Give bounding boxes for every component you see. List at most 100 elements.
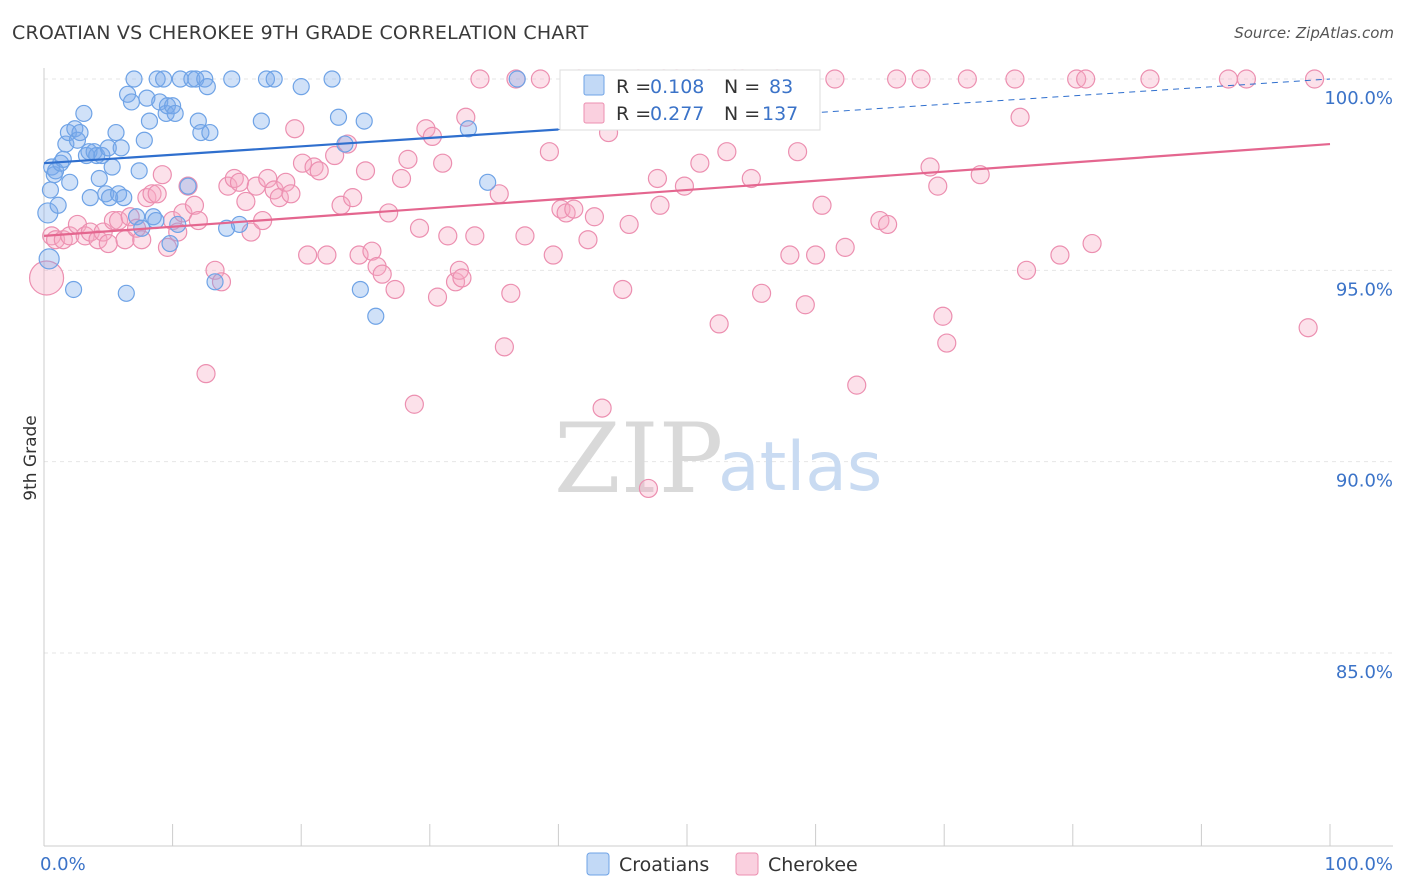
croatians-point <box>223 70 241 88</box>
cherokee-point <box>717 142 737 162</box>
croatians-point <box>130 162 148 180</box>
croatians-points <box>37 70 526 325</box>
croatians-point <box>81 189 99 207</box>
croatians-point <box>54 150 72 168</box>
x-tick-label: 100.0% <box>1324 854 1393 875</box>
cherokee-point <box>674 176 695 196</box>
cherokee-point <box>1005 69 1025 89</box>
cherokee-point <box>229 172 250 192</box>
cherokee-point <box>391 168 412 189</box>
cherokee-point <box>433 153 453 173</box>
croatians-point <box>206 273 224 291</box>
croatians-point <box>201 123 219 142</box>
croatians-point <box>252 112 270 130</box>
legend-n-value-croatians: 83 <box>769 76 793 98</box>
cherokee-point <box>647 168 668 189</box>
cherokee-point <box>427 287 448 307</box>
croatians-point <box>292 78 310 96</box>
cherokee-point <box>224 168 244 189</box>
cherokee-point <box>465 226 485 246</box>
croatians-point <box>100 189 119 207</box>
croatians-trend-line <box>43 128 559 165</box>
croatians-point <box>459 120 477 138</box>
cherokee-point <box>709 314 729 334</box>
cherokee-point <box>60 226 80 246</box>
croatians-point <box>479 173 497 191</box>
croatians-point <box>117 284 135 302</box>
y-tick-label: 100.0% <box>1324 88 1393 109</box>
legend-swatch-croatians <box>583 74 605 96</box>
cherokee-point <box>741 168 761 189</box>
cherokee-point <box>304 157 324 177</box>
cherokee-point <box>120 207 140 227</box>
cherokee-point <box>1304 69 1325 89</box>
cherokee-point <box>584 207 605 227</box>
croatians-point <box>323 70 341 88</box>
croatians-point <box>107 123 125 142</box>
croatians-point <box>183 70 201 88</box>
cherokee-point <box>362 241 382 261</box>
cherokee-point <box>1010 107 1030 127</box>
cherokee-point <box>539 142 559 162</box>
croatians-point <box>99 139 117 157</box>
cherokee-point <box>211 272 232 292</box>
croatians-point <box>367 307 385 325</box>
legend-r-label-croatians: R = <box>616 76 651 98</box>
cherokee-point <box>355 161 376 181</box>
croatians-trend-extension <box>558 78 1331 131</box>
croatians-point <box>147 211 165 230</box>
cherokee-point <box>343 188 363 208</box>
cherokee-point <box>1082 233 1102 254</box>
cherokee-point <box>292 153 313 173</box>
croatians-point <box>122 93 141 111</box>
cherokee-point <box>281 184 301 204</box>
cherokee-point <box>911 69 931 89</box>
cherokee-point <box>456 107 476 127</box>
cherokee-point <box>276 172 296 192</box>
bottom-legend-label-croatians: Croatians <box>619 854 709 876</box>
gridlines <box>44 78 1393 654</box>
bottom-legend-label-cherokee: Cherokee <box>768 854 858 876</box>
cherokee-trend-line <box>43 142 1331 237</box>
cherokee-point <box>751 283 772 303</box>
cherokee-point <box>285 119 305 139</box>
croatians-point <box>49 196 67 214</box>
cherokee-point <box>325 145 345 166</box>
cherokee-point <box>184 195 205 215</box>
cherokee-point <box>178 176 198 196</box>
cherokee-point <box>188 210 208 231</box>
cherokee-point <box>638 478 659 499</box>
x-tick-labels: 0.0% 100.0% <box>40 854 1393 875</box>
cherokee-point <box>690 153 710 173</box>
cherokee-point <box>795 295 815 315</box>
croatians-point <box>75 104 93 123</box>
cherokee-point <box>878 214 898 235</box>
cherokee-point <box>592 398 612 418</box>
cherokee-point <box>404 394 424 414</box>
legend-swatch-cherokee <box>583 102 605 124</box>
cherokee-point <box>933 306 953 326</box>
legend-r-value-cherokee: 0.277 <box>650 103 704 125</box>
croatians-point <box>135 131 153 149</box>
croatians-point <box>161 234 179 253</box>
croatians-point <box>38 248 60 270</box>
cherokee-point <box>258 168 278 189</box>
cherokee-point <box>887 69 907 89</box>
cherokee-point <box>236 191 256 212</box>
croatians-point <box>61 173 79 191</box>
bottom-legend-swatch-croatians <box>586 852 610 876</box>
croatians-point <box>329 108 348 126</box>
cherokee-point <box>152 165 172 185</box>
croatians-point <box>103 158 121 176</box>
cherokee-point <box>409 218 430 238</box>
watermark: ZIP atlas <box>554 403 882 515</box>
croatians-point <box>355 112 373 130</box>
cherokee-point <box>398 149 418 169</box>
legend-n-value-cherokee: 137 <box>762 103 798 125</box>
cherokee-point <box>98 233 118 254</box>
cherokee-point <box>246 176 266 196</box>
croatians-point <box>125 70 143 88</box>
cherokee-point <box>501 283 521 303</box>
cherokee-point <box>1050 245 1070 265</box>
